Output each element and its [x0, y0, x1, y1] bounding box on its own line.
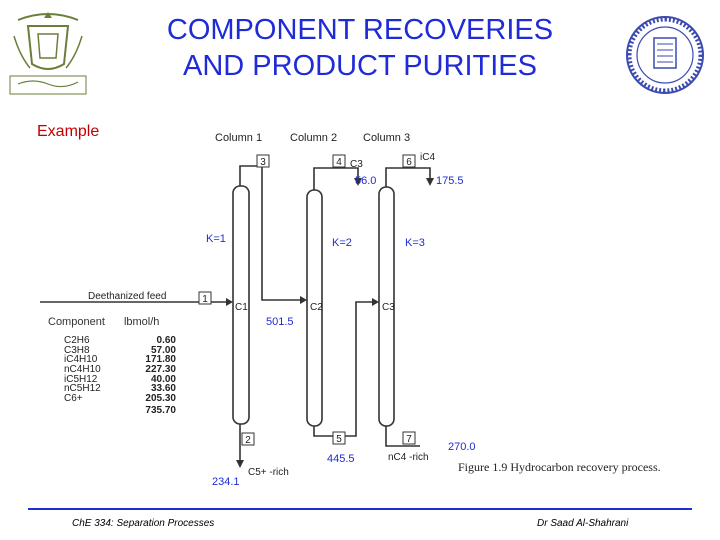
table-row: iC4H10 171.80: [64, 355, 176, 365]
table-row: C6+ 205.30: [64, 394, 176, 404]
flow-stream-4: 56.0: [355, 175, 376, 187]
component-flow: 57.00: [150, 344, 176, 356]
flow-stream-2: 234.1: [212, 476, 240, 488]
component-flow: 40.00: [150, 373, 176, 385]
column-tag-c3: C3: [382, 302, 395, 313]
stream-number-6: 6: [406, 157, 412, 168]
figure-caption: Figure 1.9 Hydrocarbon recovery process.: [458, 460, 661, 475]
k-label-c3: K=3: [405, 237, 425, 249]
stream-number-1: 1: [202, 294, 208, 305]
feed-label: Deethanized feed: [88, 291, 166, 302]
component-flow: 171.80: [145, 354, 176, 366]
flow-stream-5: 445.5: [327, 453, 355, 465]
component-name: C6+: [64, 393, 83, 405]
footer-divider: [28, 508, 692, 510]
component-name: nC4H10: [64, 364, 101, 376]
figure-caption-text: Hydrocarbon recovery process.: [510, 460, 661, 474]
column-header-1: Column 1: [215, 132, 262, 144]
component-name: C3H8: [64, 344, 90, 356]
stream-7-label: nC4 -rich: [388, 452, 429, 463]
component-flow: 205.30: [145, 393, 176, 405]
feed-table-header-component: Component: [48, 316, 105, 328]
footer-author: Dr Saad Al-Shahrani: [537, 518, 629, 529]
stream-number-2: 2: [245, 435, 251, 446]
stream-2-label: C5+ -rich: [248, 467, 289, 478]
university-crest-icon: [9, 12, 87, 95]
title-line-1: COMPONENT RECOVERIES: [166, 14, 554, 46]
stream-number-5: 5: [336, 434, 342, 445]
column-1-shell: [232, 185, 250, 425]
stream-number-7: 7: [406, 434, 412, 445]
component-name: nC5H12: [64, 383, 101, 395]
stream-6-label: iC4: [420, 152, 435, 163]
k-label-c1: K=1: [206, 233, 226, 245]
column-header-2: Column 2: [290, 132, 337, 144]
table-row: iC5H12 40.00: [64, 373, 176, 385]
feed-table-header-flow: lbmol/h: [123, 316, 160, 328]
column-header-3: Column 3: [363, 132, 410, 144]
stream-4-label: C3: [350, 159, 363, 170]
table-row: C2H6 0.60: [64, 336, 176, 346]
feed-table: C2H6 0.60 C3H8 57.00 iC4H10 171.80 nC4H10 22…: [64, 336, 176, 416]
component-flow: 227.30: [145, 364, 176, 376]
page-title: COMPONENT RECOVERIES AND PRODUCT PURITIE…: [120, 12, 600, 84]
table-row: 735.70: [64, 404, 176, 416]
column-tag-c2: C2: [310, 302, 323, 313]
stream-number-3: 3: [260, 157, 266, 168]
component-name: iC4H10: [64, 354, 98, 366]
component-flow: 33.60: [150, 383, 176, 395]
figure-caption-label: Figure 1.9: [458, 460, 508, 474]
flow-stream-7: 270.0: [448, 441, 476, 453]
feed-total: 735.70: [145, 404, 176, 416]
flow-stream-6: 175.5: [436, 175, 464, 187]
column-tag-c1: C1: [235, 302, 248, 313]
k-label-c2: K=2: [332, 237, 352, 249]
table-row: C3H8 57.00: [64, 344, 176, 356]
title-line-2: AND PRODUCT PURITIES: [183, 50, 537, 82]
example-label: Example: [37, 123, 100, 140]
footer-course: ChE 334: Separation Processes: [72, 518, 215, 529]
component-name: C2H6: [64, 335, 90, 346]
feed-table-header: Component lbmol/h: [48, 316, 159, 328]
component-flow: 0.60: [156, 335, 176, 346]
department-seal-icon: [626, 16, 704, 94]
flow-c1-to-c2: 501.5: [266, 316, 294, 328]
stream-number-4: 4: [336, 157, 342, 168]
table-row: nC5H12 33.60: [64, 384, 176, 394]
table-row: nC4H10 227.30: [64, 365, 176, 375]
component-name: iC5H12: [64, 373, 98, 385]
